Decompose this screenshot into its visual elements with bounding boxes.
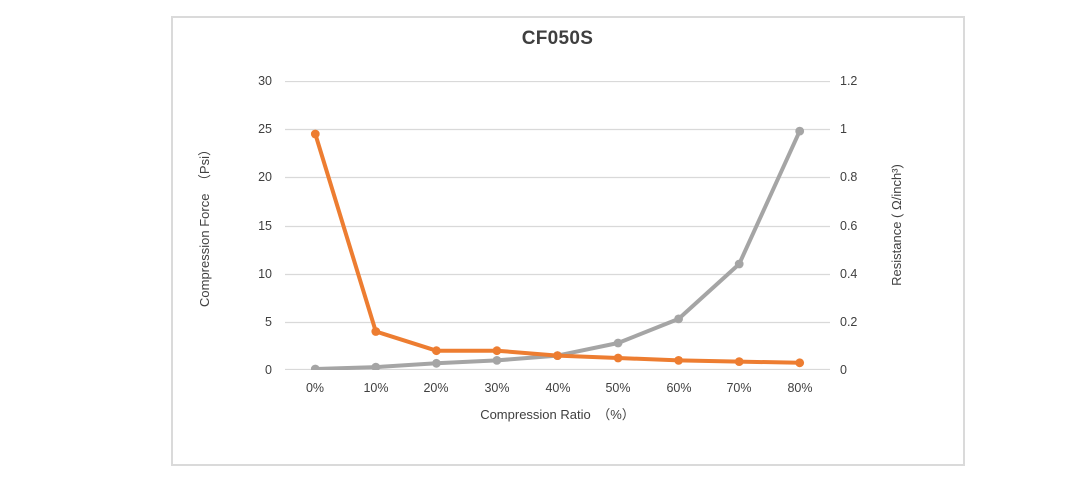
left-axis-tick-label: 20 (258, 170, 272, 184)
left-axis-tick-label: 25 (258, 122, 272, 136)
x-axis-tick-label: 40% (545, 381, 571, 395)
data-point (432, 346, 441, 356)
chart-box: CF050S 0 5 10 15 20 25 30 0 0.2 0.4 0.6 0.8 1 1.2 0%… (171, 16, 965, 466)
left-axis-tick-label: 15 (258, 219, 272, 233)
data-point (613, 338, 623, 348)
data-point (734, 259, 744, 269)
left-axis-tick-label: 10 (258, 267, 272, 281)
right-axis-tick-label: 1 (840, 122, 847, 136)
data-point (613, 353, 623, 363)
data-point (795, 358, 805, 368)
x-axis-tick-label: 20% (423, 381, 449, 395)
left-axis-tick-label: 0 (265, 363, 272, 377)
series-line-resistance (313, 132, 802, 365)
data-point (492, 346, 502, 356)
data-point (371, 327, 381, 336)
data-point (310, 129, 320, 139)
data-point (432, 358, 441, 368)
left-axis-title: Compression Force （Psi） (197, 143, 212, 307)
data-point (492, 356, 502, 365)
data-point (371, 362, 381, 370)
data-point (734, 357, 744, 366)
data-point (553, 351, 562, 360)
x-axis-title: Compression Ratio （%） (480, 407, 635, 422)
right-axis-tick-label: 1.2 (840, 74, 858, 88)
right-axis-tick-label: 0 (840, 363, 847, 377)
data-point (674, 356, 683, 365)
data-point (310, 364, 320, 370)
x-axis-tick-label: 80% (787, 381, 813, 395)
x-axis-tick-label: 10% (363, 381, 389, 395)
x-axis-tick-label: 60% (666, 381, 692, 395)
x-axis-tick-label: 0% (305, 381, 325, 395)
data-point (795, 126, 805, 136)
data-point (674, 314, 683, 324)
x-axis-tick-label: 50% (605, 381, 631, 395)
right-axis-tick-label: 0.6 (840, 219, 858, 233)
plot-area (285, 81, 830, 370)
x-axis-tick-label: 30% (484, 381, 510, 395)
left-axis-tick-label: 5 (265, 315, 272, 329)
right-axis-tick-label: 0.2 (840, 315, 858, 329)
right-axis-tick-label: 0.8 (840, 170, 858, 184)
chart-title: CF050S (521, 28, 594, 49)
right-axis-title: Resistance ( Ω/inch³) (889, 164, 904, 286)
right-axis-tick-label: 0.4 (840, 267, 858, 281)
x-axis-tick-label: 70% (726, 381, 752, 395)
left-axis-tick-label: 30 (258, 74, 272, 88)
